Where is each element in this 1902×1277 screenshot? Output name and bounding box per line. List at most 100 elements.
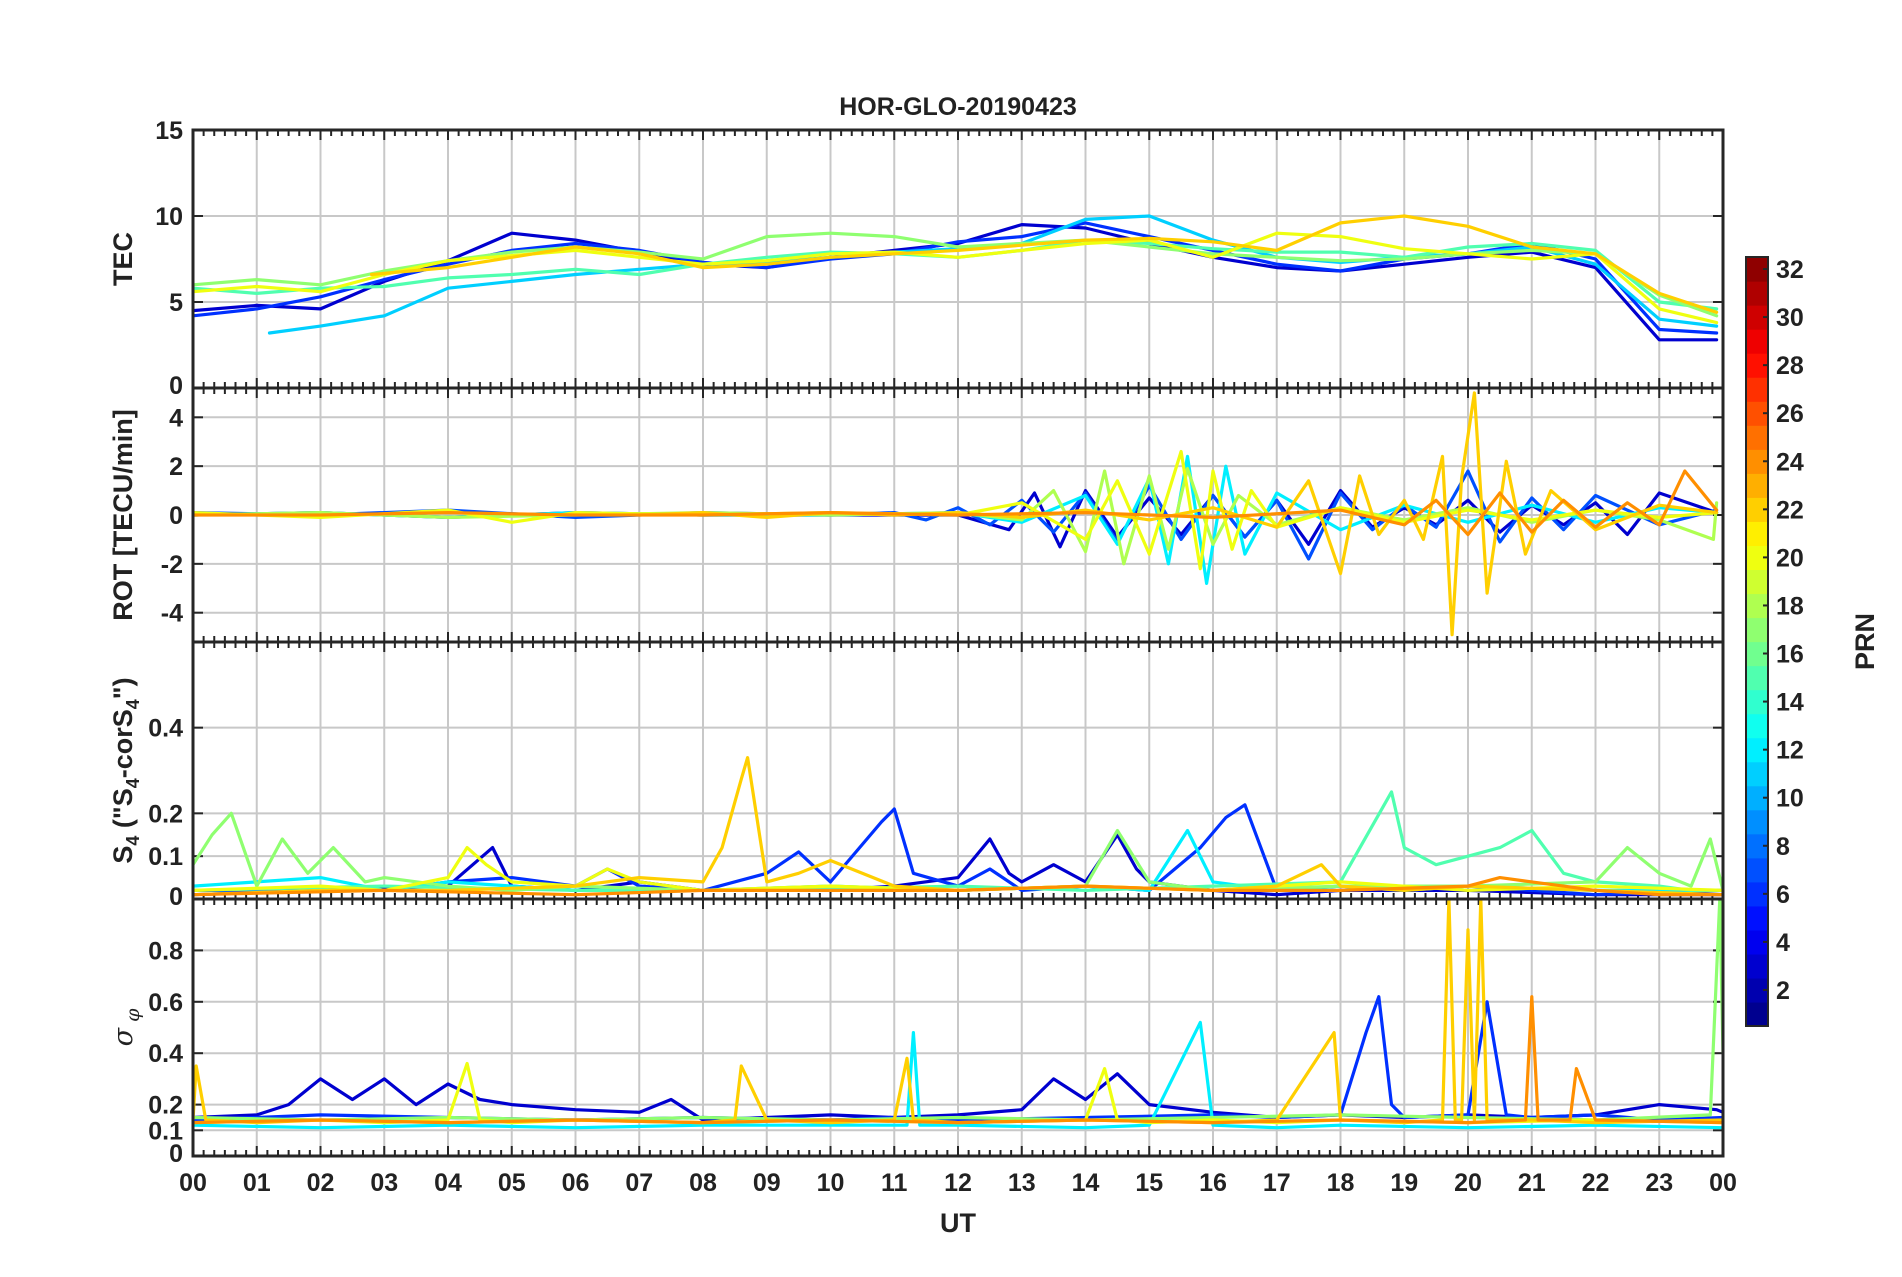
colorbar-segment [1746, 785, 1768, 811]
x-tick-label: 11 [881, 1169, 908, 1197]
y-tick-label: 0.6 [148, 989, 183, 1017]
series-line-prn-22 [369, 214, 1719, 314]
y-axis-label: S4 ("S4-corS4") [108, 677, 143, 863]
y-label-part: φ [122, 1008, 144, 1028]
colorbar-tick-label: 10 [1776, 785, 1804, 813]
x-tick-label: 02 [307, 1169, 335, 1197]
colorbar-segment [1746, 569, 1768, 595]
y-label-part: ") [108, 677, 138, 699]
colorbar-tick-label: 4 [1776, 929, 1790, 957]
colorbar-segment [1746, 521, 1768, 546]
panel-4: 0.8 0.6 0.4 0.20.10 σ φ [108, 897, 1725, 1168]
x-tick-label: 23 [1645, 1169, 1673, 1197]
colorbar-segment [1746, 761, 1768, 787]
x-tick-label: 13 [1008, 1169, 1036, 1197]
x-tick-label: 20 [1454, 1169, 1482, 1197]
colorbar-tick-label: 20 [1776, 544, 1804, 572]
x-tick-label: 18 [1327, 1169, 1355, 1197]
colorbar-segment [1746, 497, 1768, 522]
colorbar-tick-label: 24 [1776, 448, 1804, 476]
x-tick-label: 15 [1135, 1169, 1163, 1197]
series-group [193, 756, 1723, 897]
y-label-part: S [108, 846, 138, 864]
colorbar-segment [1746, 593, 1768, 619]
colorbar: 32 30 28 26 24 22 20 18 16 14 12 10 8 6 4 2 PRN [1745, 256, 1880, 1027]
x-tick-label: 03 [370, 1169, 398, 1197]
y-label-part: -corS [108, 709, 138, 778]
colorbar-segment [1746, 377, 1768, 402]
colorbar-segment [1746, 665, 1768, 691]
y-tick-label: 0 [169, 1140, 183, 1168]
colorbar-segment [1746, 953, 1768, 979]
colorbar-segment [1746, 857, 1768, 883]
y-tick-label: 2 [169, 453, 183, 481]
x-tick-label: 16 [1199, 1169, 1227, 1197]
colorbar-label: PRN [1850, 613, 1880, 670]
x-tick-label: 00 [1709, 1169, 1737, 1197]
series-line-prn-20 [193, 846, 1723, 892]
x-tick-label: 09 [753, 1169, 781, 1197]
colorbar-segment [1746, 809, 1768, 835]
colorbar-segment [1746, 833, 1768, 859]
series-line-prn-6 [193, 221, 1719, 335]
y-axis-label: ROT [TECU/min] [108, 409, 138, 620]
colorbar-segment [1746, 641, 1768, 667]
colorbar-segment [1746, 257, 1768, 282]
colorbar-tick-label: 18 [1776, 592, 1804, 620]
colorbar-frame [1745, 256, 1769, 1027]
colorbar-tick-label: 8 [1776, 833, 1790, 861]
y-tick-label: 0.2 [148, 1092, 183, 1120]
y-axis-label: σ φ [108, 1008, 144, 1046]
x-tick-label: 08 [689, 1169, 717, 1197]
x-axis: 00 01 02 03 04 05 06 07 08 09 10 11 12 13 14 15 16 17 18 19… [179, 1169, 1737, 1197]
y-tick-label: 0 [169, 502, 183, 530]
colorbar-segment [1746, 905, 1768, 931]
colorbar-segment [1746, 713, 1768, 739]
x-tick-label: 04 [434, 1169, 462, 1197]
y-tick-label: 0.4 [148, 715, 183, 743]
panel-2: 4 2 0 -2 -4 ROT [TECU/min] [108, 386, 1725, 644]
y-label-part: 4 [123, 699, 143, 709]
colorbar-segment [1746, 881, 1768, 907]
y-tick-label: -4 [161, 600, 183, 628]
colorbar-tick-label: 28 [1776, 352, 1804, 380]
x-tick-label: 19 [1390, 1169, 1418, 1197]
panel-1: 15 10 5 0 TEC [108, 117, 1725, 400]
y-tick-label: 5 [169, 289, 183, 317]
colorbar-segment [1746, 617, 1768, 643]
series-group [193, 899, 1723, 1130]
colorbar-segment [1746, 305, 1768, 330]
colorbar-segment [1746, 1001, 1768, 1027]
colorbar-segment [1746, 545, 1768, 571]
x-tick-label: 21 [1518, 1169, 1546, 1197]
series-line-prn-24 [193, 995, 1723, 1125]
y-label-part: 4 [123, 836, 143, 846]
y-tick-label: 4 [169, 404, 183, 432]
x-tick-label: 07 [625, 1169, 653, 1197]
x-tick-label: 06 [562, 1169, 590, 1197]
y-label-part: σ [108, 1026, 139, 1046]
y-tick-label: 0.1 [148, 1117, 183, 1145]
colorbar-tick-label: 26 [1776, 400, 1804, 428]
series-line-prn-12 [193, 1020, 1723, 1130]
x-tick-label: 10 [817, 1169, 845, 1197]
x-axis-label: UT [940, 1208, 976, 1238]
series-line-prn-24 [193, 876, 1723, 897]
colorbar-segment [1746, 689, 1768, 715]
x-tick-label: 17 [1263, 1169, 1291, 1197]
colorbar-segment [1746, 329, 1768, 354]
series-line-prn-24 [193, 469, 1719, 537]
x-tick-label: 14 [1072, 1169, 1100, 1197]
panel-frame [191, 897, 1725, 1158]
colorbar-segment [1746, 401, 1768, 426]
x-tick-label: 22 [1582, 1169, 1610, 1197]
colorbar-segment [1746, 473, 1768, 498]
colorbar-segment [1746, 929, 1768, 955]
series-line-prn-22 [193, 756, 1723, 897]
colorbar-segment [1746, 977, 1768, 1003]
x-tick-label: 00 [179, 1169, 207, 1197]
colorbar-tick-label: 32 [1776, 256, 1804, 284]
